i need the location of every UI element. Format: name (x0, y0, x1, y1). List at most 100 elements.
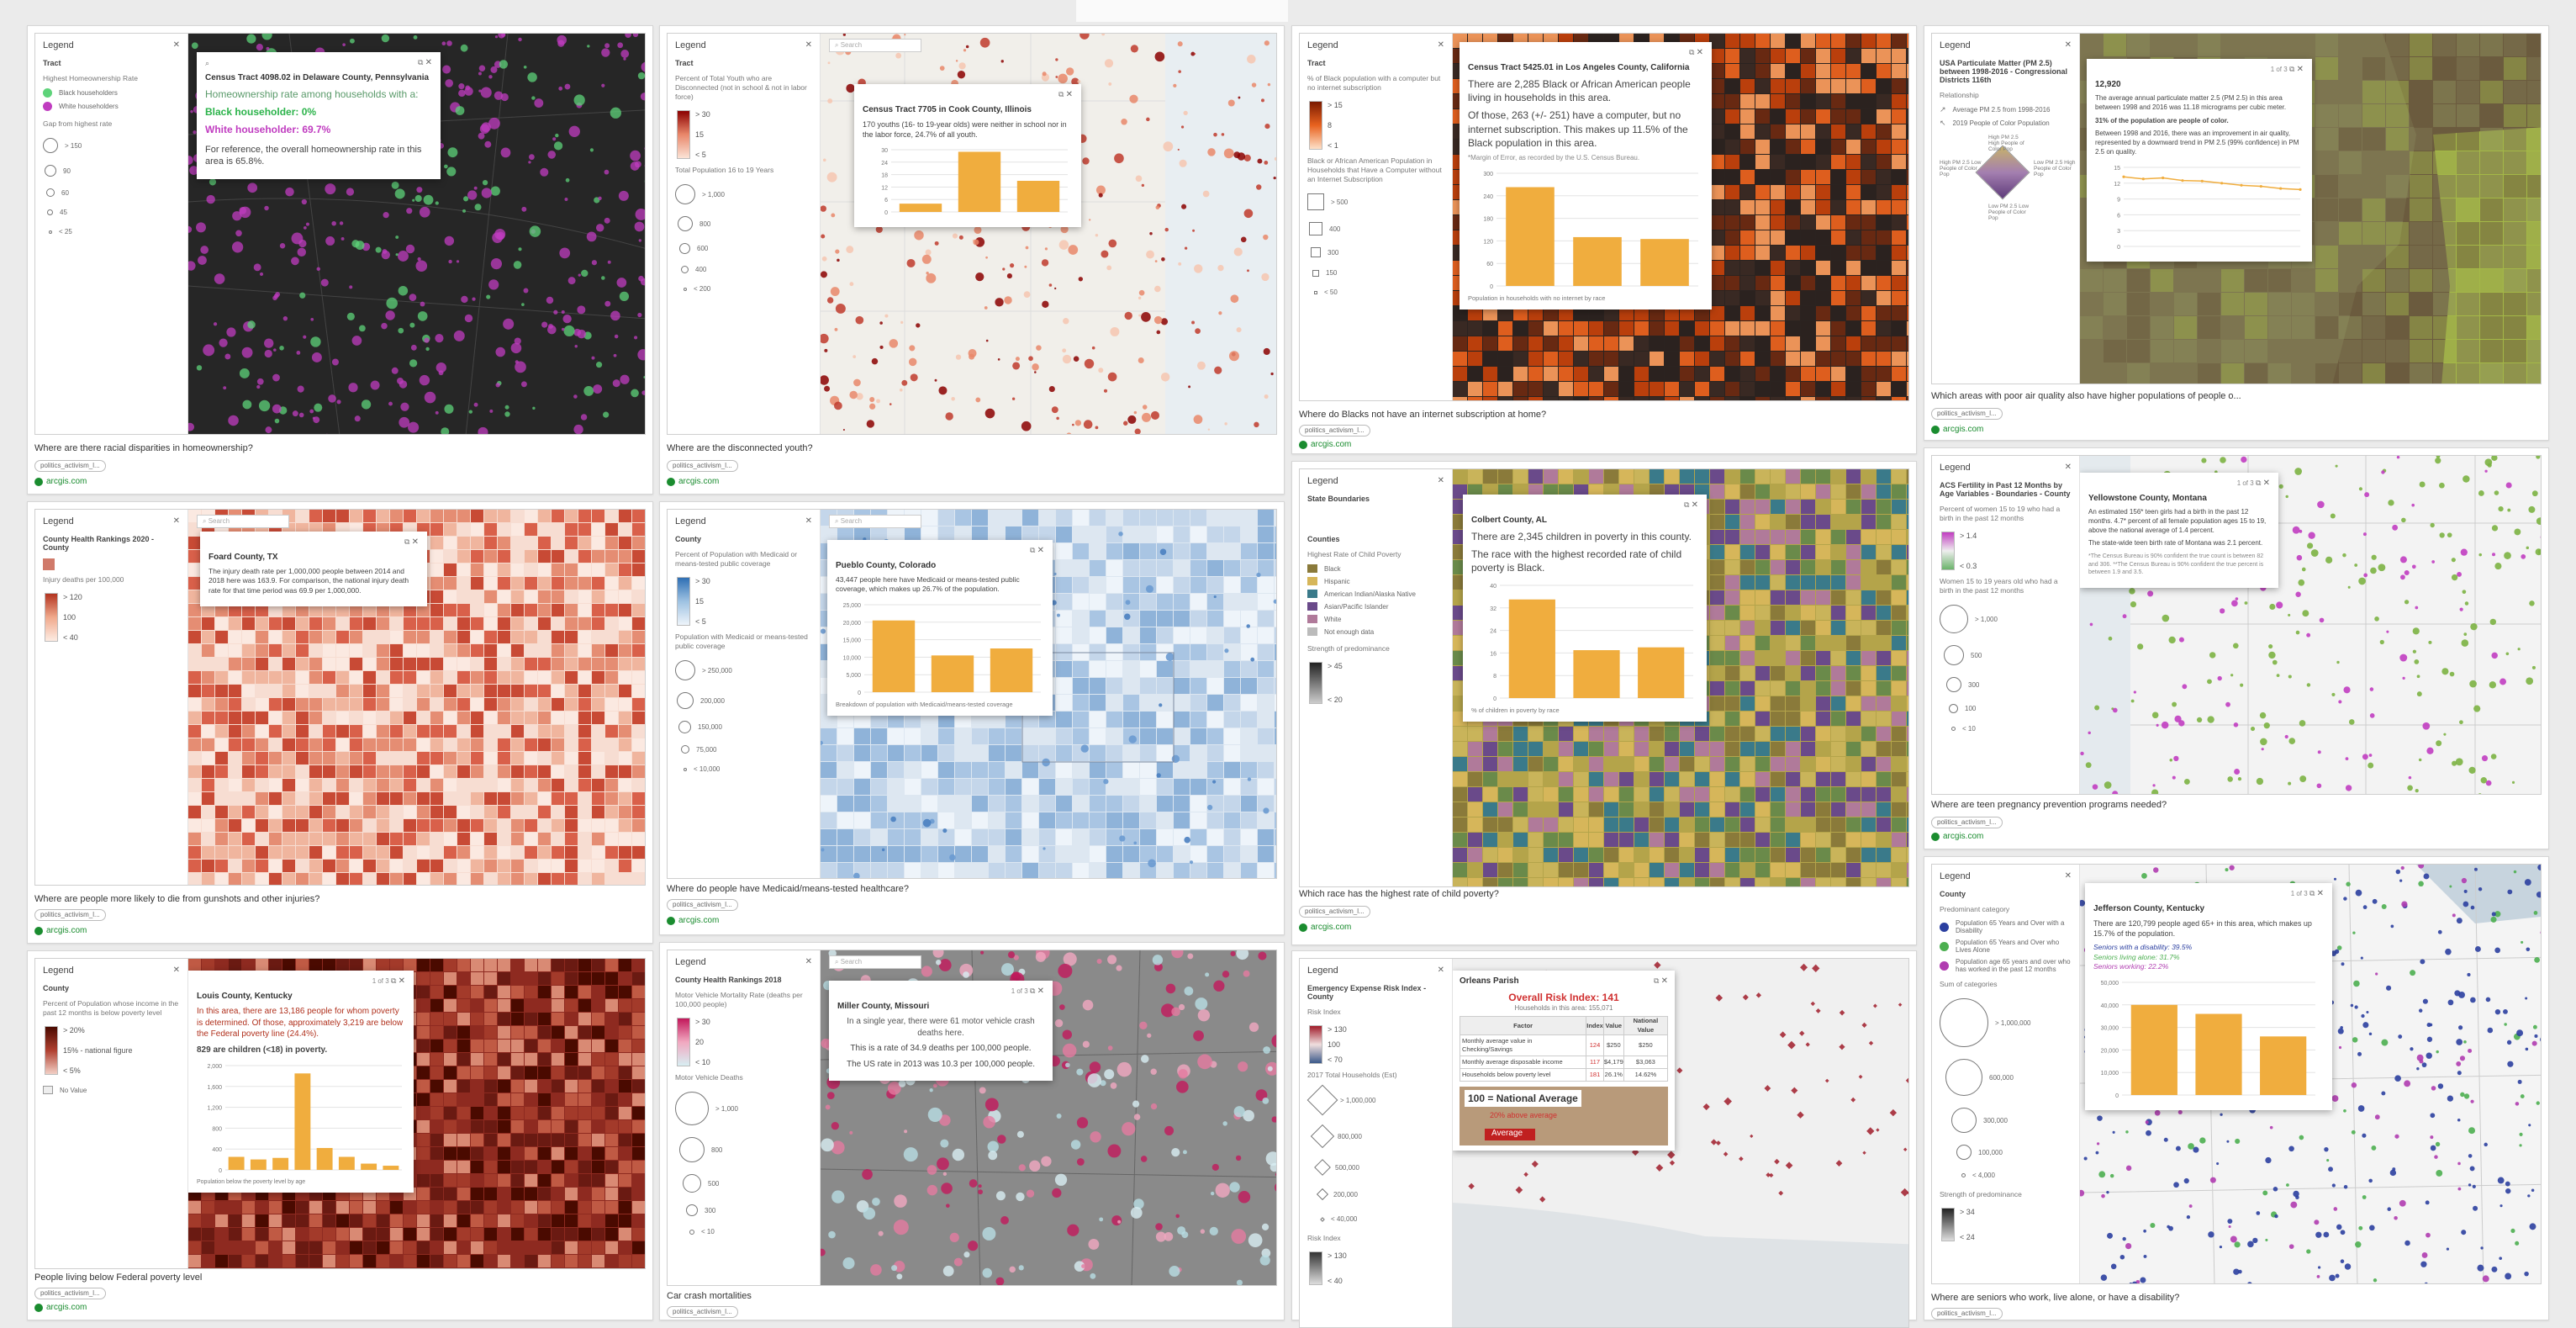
close-icon[interactable]: ✕ (805, 516, 812, 526)
card-caption[interactable]: Where are people more likely to die from… (34, 894, 319, 904)
source-link[interactable]: arcgis.com (34, 926, 87, 935)
map-view[interactable]: ⌕⧉ ✕ Census Tract 4098.02 in Delaware Co… (188, 34, 645, 434)
map-screenshot[interactable]: Legend✕ County Health Rankings 2020 - Co… (34, 509, 646, 886)
map-screenshot[interactable]: Legend✕ Tract Percent of Total Youth who… (667, 33, 1277, 435)
source-link[interactable]: arcgis.com (667, 477, 719, 486)
map-screenshot[interactable]: Legend✕ State Boundaries Counties Highes… (1299, 468, 1909, 887)
map-view[interactable]: ⌕ Search ⧉ ✕ Pueblo County, Colorado 43,… (821, 510, 1276, 878)
tag-chip[interactable]: politics_activism_l... (667, 460, 738, 472)
card-caption[interactable]: Which race has the highest rate of child… (1299, 889, 1499, 899)
map-area (1740, 742, 1755, 756)
map-area (1907, 666, 1908, 680)
close-icon[interactable]: ✕ (2263, 479, 2270, 488)
map-view[interactable]: 1 of 3 ⧉ ✕ Louis County, Kentucky In thi… (188, 959, 645, 1268)
map-area (1801, 185, 1815, 199)
story-card-poverty[interactable]: Legend✕ County Percent of Population who… (27, 950, 653, 1320)
tag-chip[interactable]: politics_activism_l... (34, 460, 106, 472)
map-view[interactable]: 1 of 3 ⧉ ✕ 12,920 The average annual par… (2080, 34, 2541, 384)
map-screenshot[interactable]: Legend✕ USA Particulate Matter (PM 2.5) … (1931, 33, 2542, 384)
map-screenshot[interactable]: Legend✕ ACS Fertility in Past 12 Months … (1931, 455, 2542, 795)
map-area (619, 523, 631, 536)
source-link[interactable]: arcgis.com (667, 916, 719, 925)
map-area (471, 671, 483, 684)
source-link[interactable]: arcgis.com (1931, 425, 1983, 434)
close-icon[interactable]: ✕ (1692, 500, 1698, 510)
search-input[interactable]: ⌕ Search (197, 515, 289, 528)
map-view[interactable]: ⧉ ✕ Colbert County, AL There are 2,345 c… (1453, 469, 1908, 886)
story-card-child-poverty[interactable]: Legend✕ State Boundaries Counties Highes… (1291, 461, 1917, 945)
source-link[interactable]: arcgis.com (1299, 923, 1351, 932)
card-caption[interactable]: Where are teen pregnancy prevention prog… (1931, 800, 2167, 810)
map-view[interactable]: 1 of 3 ⧉ ✕ Yellowstone County, Montana A… (2080, 456, 2541, 794)
map-area (296, 712, 309, 724)
map-area (2433, 269, 2456, 292)
map-area (1801, 336, 1815, 351)
map-symbol (2447, 532, 2452, 537)
search-input[interactable]: ⌕ Search (829, 39, 921, 52)
close-icon[interactable]: ✕ (1066, 90, 1073, 99)
map-area (1755, 696, 1770, 711)
map-area (1877, 352, 1891, 366)
map-screenshot[interactable]: Legend✕ County Percent of Population wit… (667, 509, 1277, 879)
map-view[interactable]: ⌕ Search ⧉ ✕ Census Tract 7705 in Cook C… (821, 34, 1276, 434)
story-card-injury-deaths[interactable]: Legend✕ County Health Rankings 2020 - Co… (27, 501, 653, 944)
source-link[interactable]: arcgis.com (34, 477, 87, 486)
map-symbol (499, 60, 508, 68)
story-card-medicaid[interactable]: Legend✕ County Percent of Population wit… (659, 501, 1285, 935)
map-area (1006, 863, 1021, 878)
map-area (444, 986, 457, 998)
tag-chip[interactable]: politics_activism_l... (1931, 817, 2003, 828)
map-screenshot[interactable]: Legend✕ Tract % of Black population with… (1299, 33, 1909, 401)
close-icon[interactable]: ✕ (1697, 48, 1703, 57)
tag-chip[interactable]: politics_activism_l... (1299, 906, 1370, 918)
map-area (282, 631, 295, 643)
map-area (1786, 246, 1800, 260)
card-caption[interactable]: Where do Blacks not have an internet sub… (1299, 410, 1546, 420)
card-caption[interactable]: Where are there racial disparities in ho… (34, 443, 253, 453)
map-symbol (1055, 58, 1058, 61)
close-icon[interactable]: ✕ (173, 966, 180, 976)
close-icon[interactable]: ✕ (1037, 546, 1044, 555)
card-caption[interactable]: Where are the disconnected youth? (667, 443, 813, 453)
close-icon[interactable]: ✕ (2065, 463, 2072, 473)
source-link[interactable]: arcgis.com (1299, 440, 1351, 449)
story-card-air-quality[interactable]: Legend✕ USA Particulate Matter (PM 2.5) … (1924, 25, 2549, 441)
tag-chip[interactable]: politics_activism_l... (1299, 425, 1370, 436)
close-icon[interactable]: ✕ (425, 58, 432, 67)
close-icon[interactable]: ✕ (1438, 476, 1444, 486)
map-area (2480, 81, 2503, 103)
close-icon[interactable]: ✕ (412, 537, 419, 547)
map-view[interactable]: ⌕ Search ⧉ ✕ Foard County, TX The injury… (188, 510, 645, 885)
story-card-homeownership[interactable]: Legend✕ Tract Highest Homeownership Rate… (27, 25, 653, 495)
card-caption[interactable]: Where do people have Medicaid/means-test… (667, 884, 909, 894)
close-icon[interactable]: ✕ (805, 40, 812, 50)
story-card-internet[interactable]: Legend✕ Tract % of Black population with… (1291, 25, 1917, 454)
story-card-teen-pregnancy[interactable]: Legend✕ ACS Fertility in Past 12 Months … (1924, 447, 2549, 849)
card-caption[interactable]: Which areas with poor air quality also h… (1931, 391, 2241, 401)
map-area (888, 846, 904, 862)
source-link[interactable]: arcgis.com (1931, 832, 1983, 841)
map-screenshot[interactable]: Legend✕ County Percent of Population who… (34, 958, 646, 1269)
close-icon[interactable]: ✕ (1438, 40, 1444, 50)
close-icon[interactable]: ✕ (2297, 65, 2304, 74)
map-area (578, 563, 591, 576)
map-area (605, 846, 618, 859)
map-area (2480, 34, 2503, 56)
close-icon[interactable]: ✕ (173, 40, 180, 50)
map-area (1258, 712, 1274, 727)
map-symbol (843, 34, 846, 36)
story-card-disconnected-youth[interactable]: Legend✕ Tract Percent of Total Youth who… (659, 25, 1285, 495)
close-icon[interactable]: ✕ (2065, 40, 2072, 50)
search-input[interactable]: ⌕ Search (829, 515, 921, 528)
map-symbol (1123, 421, 1127, 426)
tag-chip[interactable]: politics_activism_l... (34, 909, 106, 921)
map-screenshot[interactable]: Legend✕ Tract Highest Homeownership Rate… (34, 33, 646, 435)
tag-chip[interactable]: politics_activism_l... (1931, 408, 2003, 420)
map-view[interactable]: ⧉ ✕ Census Tract 5425.01 in Los Angeles … (1453, 34, 1908, 400)
map-area (296, 631, 309, 643)
map-area (1710, 666, 1724, 680)
map-area (1725, 757, 1739, 771)
close-icon[interactable]: ✕ (173, 516, 180, 526)
tag-chip[interactable]: politics_activism_l... (667, 899, 738, 911)
map-area (2527, 57, 2541, 80)
